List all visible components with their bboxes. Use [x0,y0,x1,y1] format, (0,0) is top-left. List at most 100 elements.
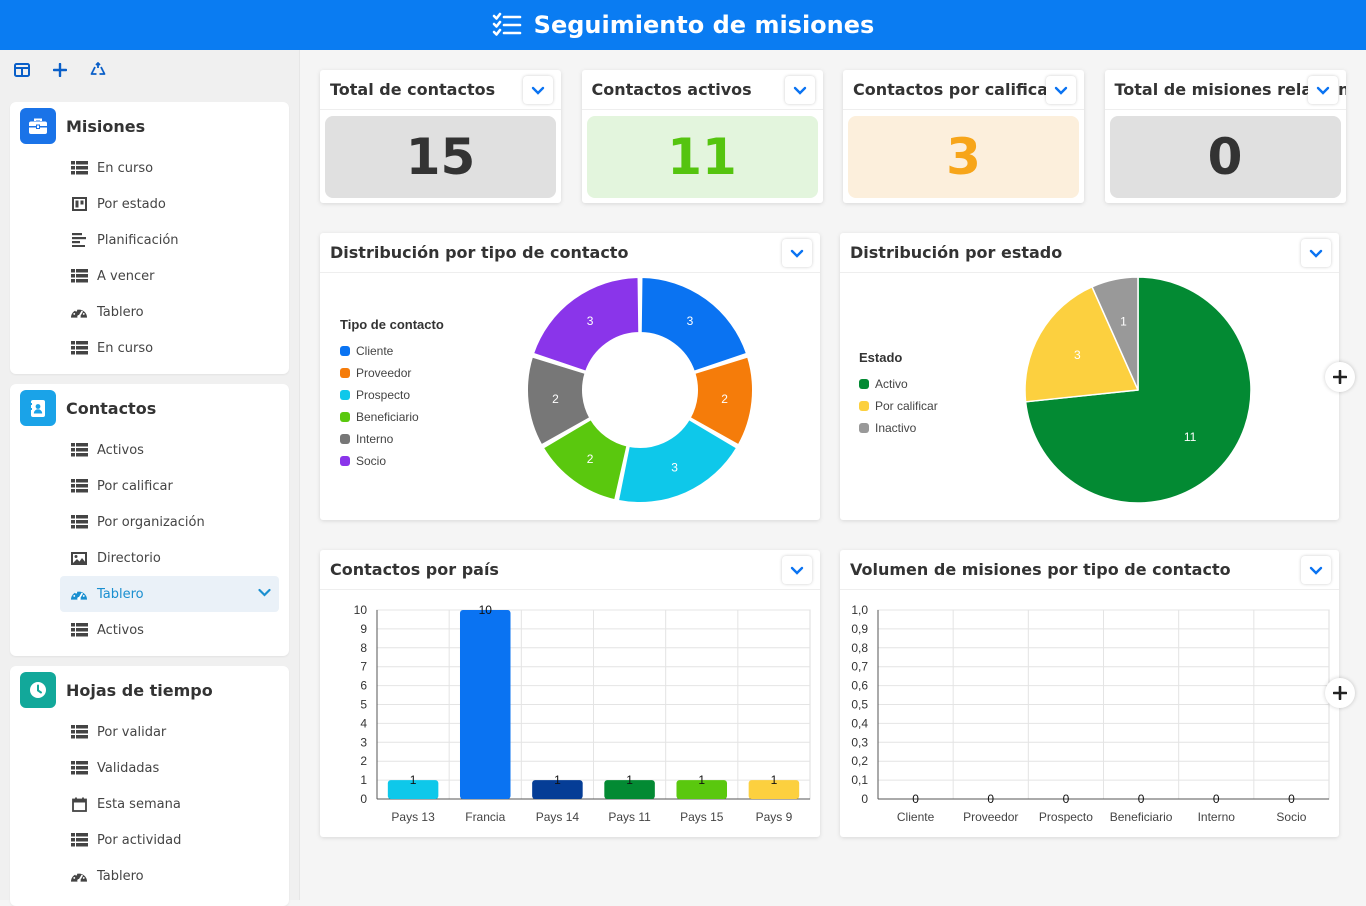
sidebar-item-a-vencer[interactable]: A vencer [10,258,289,294]
sidebar-item-por-actividad[interactable]: Por actividad [10,822,289,858]
bar[interactable] [387,780,439,799]
bar-value-label: 1 [698,773,705,787]
x-tick-label: Francia [465,810,505,824]
chevron-down-icon[interactable] [1301,239,1331,267]
sidebar-group-header[interactable]: Hojas de tiempo [10,666,289,714]
legend-item[interactable]: Beneficiario [340,406,444,428]
sidebar-item-label: En curso [97,340,154,356]
y-tick-label: 6 [360,679,367,693]
slice-value-label: 3 [687,314,694,328]
chevron-down-icon[interactable] [258,586,271,601]
sidebar-group-header[interactable]: Contactos [10,384,289,432]
sidebar-group-title: Hojas de tiempo [66,680,213,700]
chart-title: Contactos por país [320,550,820,590]
x-tick-label: Prospecto [1039,810,1093,824]
x-tick-label: Pays 15 [680,810,724,824]
sidebar-item-label: Tablero [97,586,144,602]
sidebar-item-activos[interactable]: Activos [10,612,289,648]
pie-slice[interactable] [531,276,641,373]
bar[interactable] [459,610,511,799]
sidebar-item-en-curso[interactable]: En curso [10,330,289,366]
chevron-down-icon[interactable] [782,239,812,267]
y-tick-label: 4 [360,716,367,730]
legend-item[interactable]: Proveedor [340,362,444,384]
sidebar-item-label: Planificación [97,232,179,248]
sidebar-item-por-estado[interactable]: Por estado [10,186,289,222]
legend-item[interactable]: Interno [340,428,444,450]
add-widget-button[interactable] [1325,362,1355,392]
table-icon [70,514,88,530]
sidebar-item-por-organización[interactable]: Por organización [10,504,289,540]
pie-slice[interactable] [526,355,592,447]
sidebar-item-esta-semana[interactable]: Esta semana [10,786,289,822]
chart-legend: Estado Activo Por calificar Inactivo [859,350,938,439]
chevron-down-icon[interactable] [782,556,812,584]
legend-item[interactable]: Cliente [340,340,444,362]
sidebar-item-en-curso[interactable]: En curso [10,150,289,186]
y-tick-label: 5 [360,698,367,712]
sidebar-item-activos[interactable]: Activos [10,432,289,468]
bar[interactable] [532,780,583,799]
x-tick-label: Pays 11 [608,810,651,824]
pie-slice[interactable] [639,276,749,373]
pie-slice[interactable] [1091,276,1139,391]
sidebar-item-por-validar[interactable]: Por validar [10,714,289,750]
bar[interactable] [604,780,655,799]
x-tick-label: Socio [1276,810,1306,824]
sidebar-item-label: Por organización [97,514,205,530]
legend-label: Interno [356,432,394,446]
legend-item[interactable]: Por calificar [859,395,938,417]
pie-slice[interactable] [616,418,739,504]
kanban-icon [70,196,88,212]
sidebar-item-planificación[interactable]: Planificación [10,222,289,258]
sidebar-item-tablero[interactable]: Tablero [10,858,289,894]
bar[interactable] [748,780,800,799]
sidebar-group-hojas-de-tiempo: Hojas de tiempo Por validar Validadas Esta … [10,666,289,906]
bar[interactable] [676,780,728,799]
legend-item[interactable]: Prospecto [340,384,444,406]
kpi-title: Contactos por calificar [843,70,1084,110]
calendar-icon [70,796,88,812]
sidebar-item-label: Esta semana [97,796,181,812]
sidebar-item-label: Tablero [97,868,144,884]
recycle-icon[interactable] [88,60,108,80]
sidebar-item-por-calificar[interactable]: Por calificar [10,468,289,504]
sidebar-group-header[interactable]: Misiones [10,102,289,150]
pie-slice[interactable] [541,418,629,502]
sidebar-item-label: Por estado [97,196,166,212]
sidebar-group-title: Misiones [66,116,146,136]
legend-item[interactable]: Activo [859,373,938,395]
x-tick-label: Beneficiario [1110,810,1173,824]
chevron-down-icon[interactable] [1301,556,1331,584]
sidebar-item-tablero[interactable]: Tablero [60,576,279,612]
y-tick-label: 0,3 [851,735,868,749]
kpi-value: 0 [1109,116,1341,198]
chevron-down-icon[interactable] [523,76,553,104]
legend-item[interactable]: Inactivo [859,417,938,439]
chevron-down-icon[interactable] [1307,76,1338,104]
dashboard-icon [70,304,88,320]
sidebar-toolbar [0,50,299,90]
add-widget-button[interactable] [1325,678,1355,708]
layout-toggle-icon[interactable] [12,60,32,80]
legend-item[interactable]: Socio [340,450,444,472]
sidebar-item-tablero[interactable]: Tablero [10,294,289,330]
pie-slice[interactable] [1024,286,1139,403]
add-icon[interactable] [50,60,70,80]
sidebar-item-label: Activos [97,622,144,638]
legend-swatch [340,390,350,400]
page-title: Seguimiento de misiones [533,11,875,39]
gantt-icon [70,232,88,248]
table-icon [70,724,88,740]
chevron-down-icon[interactable] [1046,76,1076,104]
sidebar-item-directorio[interactable]: Directorio [10,540,289,576]
y-tick-label: 1 [360,773,367,787]
sidebar-item-validadas[interactable]: Validadas [10,750,289,786]
chevron-down-icon[interactable] [784,76,815,104]
pie-chart: 11 3 1 [1024,276,1252,504]
pie-slice[interactable] [688,355,754,447]
slice-value-label: 11 [1184,430,1197,444]
sidebar-group-contactos: Contactos Activos Por calificar Por organiz… [10,384,289,656]
slice-value-label: 3 [671,461,678,475]
clock-icon [20,672,56,708]
